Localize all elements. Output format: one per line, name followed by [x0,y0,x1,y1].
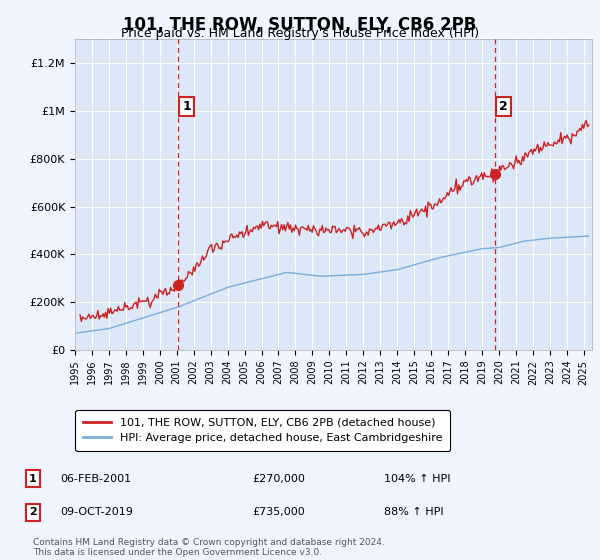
Text: £735,000: £735,000 [252,507,305,517]
Text: 104% ↑ HPI: 104% ↑ HPI [384,474,451,484]
Text: Contains HM Land Registry data © Crown copyright and database right 2024.
This d: Contains HM Land Registry data © Crown c… [33,538,385,557]
Text: Price paid vs. HM Land Registry's House Price Index (HPI): Price paid vs. HM Land Registry's House … [121,27,479,40]
Text: 2: 2 [29,507,37,517]
Text: 101, THE ROW, SUTTON, ELY, CB6 2PB: 101, THE ROW, SUTTON, ELY, CB6 2PB [124,16,476,34]
Text: 06-FEB-2001: 06-FEB-2001 [60,474,131,484]
Text: 09-OCT-2019: 09-OCT-2019 [60,507,133,517]
Legend: 101, THE ROW, SUTTON, ELY, CB6 2PB (detached house), HPI: Average price, detache: 101, THE ROW, SUTTON, ELY, CB6 2PB (deta… [76,410,450,451]
Text: 88% ↑ HPI: 88% ↑ HPI [384,507,443,517]
Text: 2: 2 [499,100,508,113]
Text: 1: 1 [182,100,191,113]
Text: £270,000: £270,000 [252,474,305,484]
Text: 1: 1 [29,474,37,484]
